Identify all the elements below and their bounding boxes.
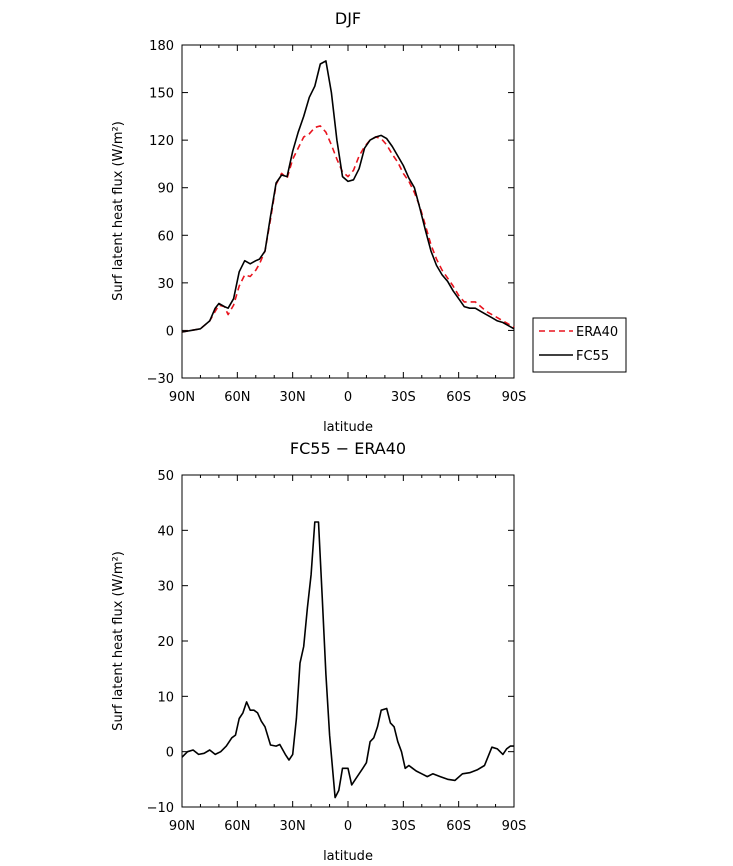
y-axis-difference: −10 0 10 20 30 40 50 xyxy=(147,469,514,816)
y-tick-label: 90 xyxy=(157,182,174,197)
x-tick-label: 30N xyxy=(280,390,306,405)
panel-difference: FC55 − ERA40 −10 0 10 20 30 40 50 90N 60N 30N 0 30… xyxy=(111,439,526,864)
y-axis-title-djf: Surf latent heat flux (W/m²) xyxy=(111,121,126,301)
y-tick-label: 10 xyxy=(157,690,174,705)
panel-title-djf: DJF xyxy=(335,9,361,28)
legend-box xyxy=(532,317,627,373)
x-tick-label: 0 xyxy=(344,390,352,405)
y-axis-title-difference: Surf latent heat flux (W/m²) xyxy=(111,551,126,731)
x-tick-label: 30S xyxy=(391,819,416,834)
x-tick-label: 90N xyxy=(169,390,195,405)
y-tick-label: 20 xyxy=(157,635,174,650)
y-tick-label: 30 xyxy=(157,580,174,595)
series-line-era40 xyxy=(181,125,515,333)
y-tick-label: 30 xyxy=(157,277,174,292)
x-axis-difference: 90N 60N 30N 0 30S 60S 90S xyxy=(169,475,527,834)
series-line-fc55 xyxy=(181,60,515,333)
x-tick-label: 60S xyxy=(446,390,471,405)
y-tick-label: −10 xyxy=(147,801,174,816)
x-tick-label: 60N xyxy=(224,390,250,405)
plot-frame-difference xyxy=(181,474,515,808)
y-tick-label: 150 xyxy=(149,87,174,102)
y-tick-label: 60 xyxy=(157,229,174,244)
y-tick-label: 0 xyxy=(166,746,174,761)
x-tick-label: 90S xyxy=(502,390,527,405)
panel-djf: DJF −30 0 30 60 90 120 150 180 90N 60N 30N 0 30S 60S… xyxy=(111,9,627,435)
y-axis-djf: −30 0 30 60 90 120 150 180 xyxy=(147,39,514,387)
x-tick-label: 0 xyxy=(344,819,352,834)
series-lines-djf xyxy=(181,60,515,333)
x-tick-label: 60N xyxy=(224,819,250,834)
y-tick-label: 120 xyxy=(149,134,174,149)
x-axis-title-difference: latitude xyxy=(323,849,373,864)
legend-label-era40: ERA40 xyxy=(576,325,618,340)
x-axis-title-djf: latitude xyxy=(323,420,373,435)
x-tick-label: 90N xyxy=(169,819,195,834)
x-tick-label: 30N xyxy=(280,819,306,834)
y-tick-label: 0 xyxy=(166,324,174,339)
y-tick-label: 180 xyxy=(149,39,174,54)
y-tick-label: 50 xyxy=(157,469,174,484)
x-tick-label: 30S xyxy=(391,390,416,405)
x-tick-label: 90S xyxy=(502,819,527,834)
plot-frame-djf xyxy=(181,44,515,379)
series-lines-difference xyxy=(181,521,514,799)
x-axis-djf: 90N 60N 30N 0 30S 60S 90S xyxy=(169,45,527,405)
panel-title-difference: FC55 − ERA40 xyxy=(290,439,406,458)
legend-label-fc55: FC55 xyxy=(576,349,609,364)
y-tick-label: 40 xyxy=(157,524,174,539)
x-tick-label: 60S xyxy=(446,819,471,834)
y-tick-label: −30 xyxy=(147,372,174,387)
legend: ERA40 FC55 xyxy=(532,317,627,373)
series-line-difference xyxy=(181,521,514,799)
